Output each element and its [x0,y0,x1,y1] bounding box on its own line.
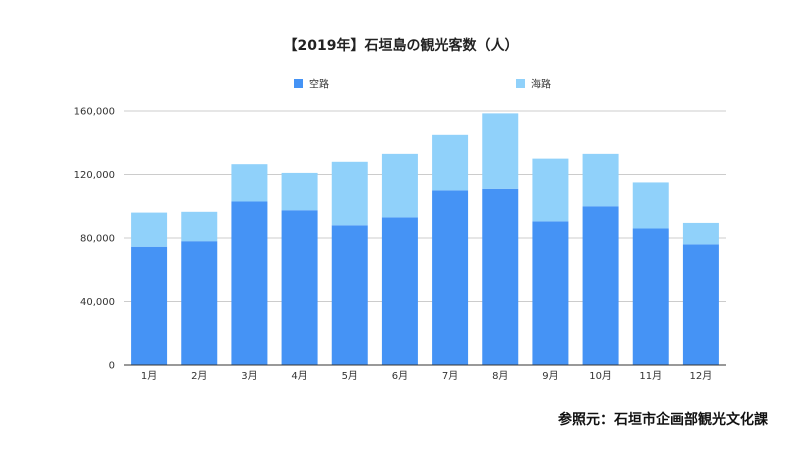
y-tick-label: 160,000 [74,107,115,118]
bar-air-11 [632,228,669,365]
legend-label: 海路 [531,78,551,91]
bar-sea-12 [682,222,719,245]
bar-air-5 [331,225,368,365]
bar-sea-10 [582,153,619,207]
x-tick-label: 3月 [241,370,257,382]
x-tick-label: 9月 [542,370,558,382]
bar-sea-1 [131,212,168,247]
y-tick-label: 0 [109,361,115,372]
x-tick-label: 7月 [442,370,458,382]
bar-sea-8 [482,113,519,189]
bar-sea-4 [281,172,318,211]
y-tick-label: 120,000 [74,170,115,181]
y-tick-label: 80,000 [80,234,115,245]
bar-sea-11 [632,182,669,229]
x-tick-label: 8月 [492,370,508,382]
bar-sea-6 [381,153,418,218]
y-axis-tick-labels: 0 40,000 80,000 120,000 160,000 [74,107,115,372]
bar-air-6 [381,217,418,365]
legend-swatch [294,79,303,88]
bar-air-2 [181,241,218,365]
bar-air-10 [582,206,619,365]
bars [131,113,719,365]
x-tick-label: 4月 [291,370,307,382]
legend-swatch [516,79,525,88]
bar-air-8 [482,188,519,365]
chart-title: 【2019年】石垣島の観光客数（人） [284,37,519,54]
x-tick-label: 5月 [342,370,358,382]
gridlines [124,110,726,302]
x-tick-label: 6月 [392,370,408,382]
bar-sea-3 [231,164,268,202]
y-tick-label: 40,000 [80,297,115,308]
bar-air-3 [231,201,268,365]
bar-sea-9 [532,158,569,222]
bar-air-1 [131,246,168,365]
source-note: 参照元：石垣市企画部観光文化課 [558,411,769,428]
legend-label: 空路 [309,78,329,91]
legend: 空路 海路 [294,78,551,91]
bar-air-12 [682,244,719,365]
bar-air-4 [281,210,318,365]
bar-air-9 [532,221,569,365]
x-tick-label: 12月 [690,370,713,382]
bar-air-7 [432,190,469,365]
x-tick-label: 10月 [589,370,612,382]
x-tick-label: 1月 [141,370,157,382]
x-axis-tick-labels: 1月 2月 3月 4月 5月 6月 7月 8月 9月 10月 11月 12月 [141,370,712,382]
bar-sea-2 [181,211,218,242]
x-tick-label: 2月 [191,370,207,382]
x-tick-label: 11月 [639,370,662,382]
bar-sea-7 [432,134,469,191]
bar-sea-5 [331,161,368,226]
